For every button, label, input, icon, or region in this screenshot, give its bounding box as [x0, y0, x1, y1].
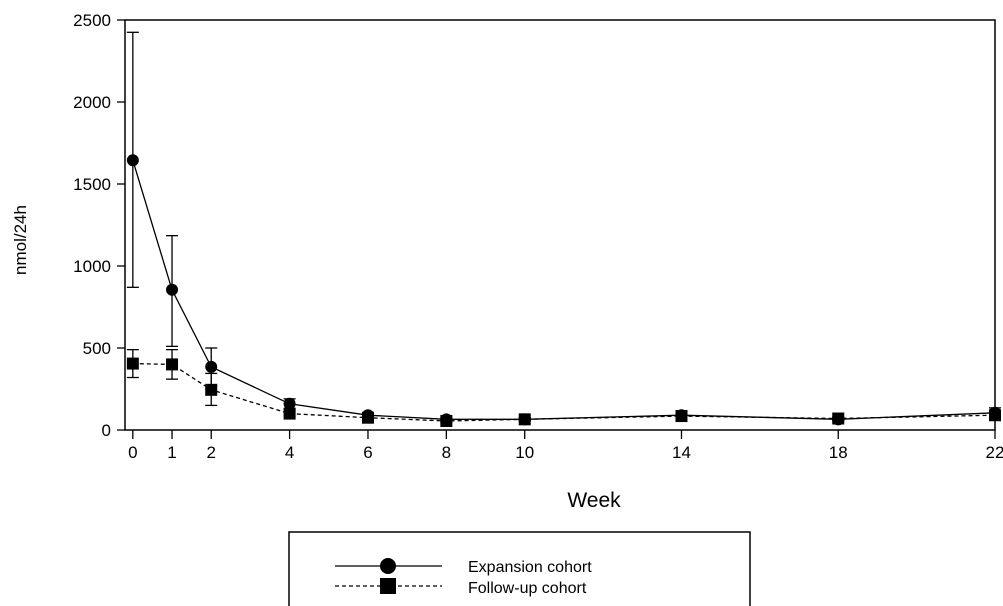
y-tick-label-0: 0 — [102, 421, 111, 440]
x-tick-label-10: 10 — [515, 443, 534, 462]
point-follow-up-cohort-week-22 — [989, 409, 1001, 422]
legend-marker-follow-up-cohort — [380, 578, 396, 594]
x-tick-label-6: 6 — [363, 443, 372, 462]
series-layer — [126, 31, 1001, 427]
x-axis-label: Week — [567, 489, 621, 512]
point-follow-up-cohort-week-4 — [283, 407, 296, 420]
legend: Expansion cohort Follow-up cohort — [288, 531, 751, 606]
x-tick-label-4: 4 — [285, 443, 294, 462]
y-tick-label-1000: 1000 — [73, 257, 111, 276]
series-line-expansion-cohort — [132, 160, 996, 420]
legend-marker-expansion-cohort — [380, 558, 396, 574]
plot-frame — [124, 19, 996, 431]
point-expansion-cohort-week-2 — [205, 360, 218, 373]
point-follow-up-cohort-week-10 — [518, 413, 531, 426]
x-tick-label-22: 22 — [986, 443, 1003, 462]
point-expansion-cohort-week-4 — [283, 397, 296, 410]
point-follow-up-cohort-week-1 — [166, 358, 179, 371]
legend-label-expansion-cohort: Expansion cohort — [468, 559, 592, 576]
point-follow-up-cohort-week-18 — [832, 412, 845, 425]
series-expansion-cohort — [126, 31, 1001, 426]
series-line-follow-up-cohort — [132, 362, 996, 422]
point-expansion-cohort-week-0 — [126, 154, 139, 167]
y-axis-label: nmol/24h — [11, 205, 30, 275]
y-tick-label-1500: 1500 — [73, 175, 111, 194]
x-tick-label-18: 18 — [829, 443, 848, 462]
x-tick-label-1: 1 — [167, 443, 176, 462]
legend-label-follow-up-cohort: Follow-up cohort — [468, 580, 587, 597]
y-tick-label-2000: 2000 — [73, 93, 111, 112]
y-tick-label-2500: 2500 — [73, 11, 111, 30]
x-tick-label-14: 14 — [672, 443, 691, 462]
point-follow-up-cohort-week-2 — [205, 383, 218, 396]
point-follow-up-cohort-week-6 — [361, 411, 374, 424]
point-follow-up-cohort-week-0 — [126, 357, 139, 370]
x-tick-label-2: 2 — [206, 443, 215, 462]
y-axis: 0 500 1000 1500 2000 2500 — [73, 11, 125, 440]
x-tick-label-0: 0 — [128, 443, 137, 462]
point-follow-up-cohort-week-14 — [675, 410, 688, 423]
series-follow-up-cohort — [126, 348, 1001, 427]
x-axis: 0 1 2 4 6 8 10 14 18 22 — [128, 430, 1003, 462]
legend-frame — [288, 531, 751, 606]
point-follow-up-cohort-week-8 — [440, 414, 453, 427]
y-tick-label-500: 500 — [83, 339, 111, 358]
x-tick-label-8: 8 — [442, 443, 451, 462]
point-expansion-cohort-week-1 — [166, 283, 179, 296]
